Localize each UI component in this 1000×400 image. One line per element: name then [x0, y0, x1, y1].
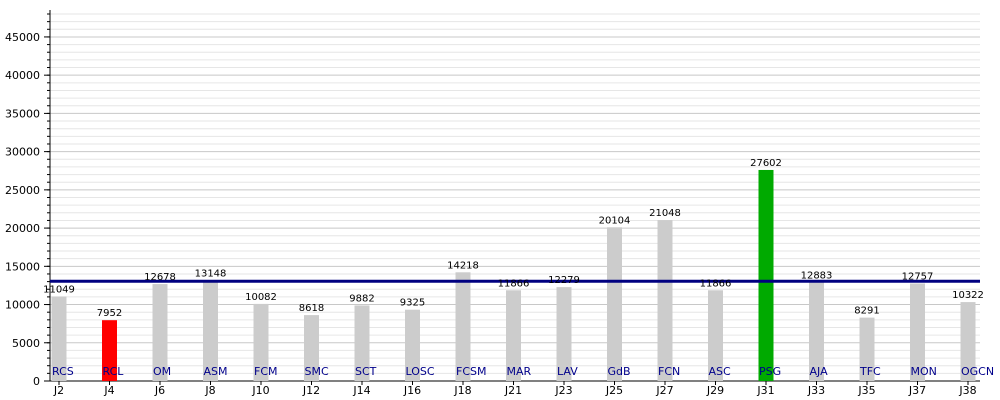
bar-value-label: 12883	[801, 270, 833, 281]
x-tick-label: J35	[857, 384, 875, 397]
x-tick-label: J8	[204, 384, 215, 397]
bar-value-label: 14218	[447, 260, 479, 271]
team-label: TFC	[859, 365, 881, 378]
y-tick-label: 25000	[5, 184, 40, 197]
y-tick-label: 0	[33, 375, 40, 388]
x-tick-label: J14	[352, 384, 370, 397]
x-tick-label: J31	[756, 384, 774, 397]
bar	[102, 320, 117, 381]
y-tick-label: 40000	[5, 69, 40, 82]
team-label: PSG	[759, 365, 781, 378]
bar-value-label: 21048	[649, 208, 681, 219]
bar	[556, 287, 572, 381]
x-tick-label: J25	[605, 384, 623, 397]
x-tick-label: J10	[251, 384, 269, 397]
bar-value-label: 11049	[43, 285, 75, 296]
bar	[960, 302, 976, 381]
bar-value-label: 27602	[750, 158, 782, 169]
bar	[152, 284, 168, 381]
team-label: FCM	[254, 365, 278, 378]
bar	[859, 317, 875, 381]
x-tick-label: J2	[53, 384, 64, 397]
bar	[657, 220, 673, 381]
team-label: ASM	[204, 365, 228, 378]
axes: 0 5000 10000 15000 20000 25000 30000 35000 40000…	[5, 10, 980, 388]
team-label: SCT	[355, 365, 377, 378]
bar-value-label: 11866	[700, 278, 732, 289]
x-tick-label: J16	[403, 384, 421, 397]
bar-value-label: 20104	[599, 215, 631, 226]
bar	[910, 283, 925, 381]
bar	[708, 290, 723, 381]
y-tick-label: 35000	[5, 107, 40, 120]
team-label: SMC	[305, 365, 329, 378]
bar	[304, 315, 319, 381]
bar	[758, 169, 774, 381]
x-tick-label: J37	[908, 384, 926, 397]
team-label: FCN	[658, 365, 680, 378]
team-label: RCS	[52, 365, 74, 378]
bar-value-label: 12757	[902, 271, 934, 282]
bar-value-label: 10082	[245, 292, 277, 303]
y-tick-label: 5000	[12, 337, 40, 350]
team-label: ASC	[709, 365, 732, 378]
team-label: OM	[153, 365, 171, 378]
x-tick-label: J18	[453, 384, 471, 397]
bar-value-label: 12279	[548, 275, 580, 286]
team-label: OGCN	[961, 365, 994, 378]
bar-value-label: 7952	[97, 308, 122, 319]
bar	[455, 272, 471, 381]
bar-value-label: 8618	[299, 303, 324, 314]
x-tick-label: J27	[655, 384, 673, 397]
team-label: MAR	[507, 365, 532, 378]
team-label: LOSC	[406, 365, 435, 378]
bar	[51, 296, 67, 381]
y-tick-label: 15000	[5, 260, 40, 273]
y-tick-label: 45000	[5, 31, 40, 44]
x-tick-label: J6	[154, 384, 165, 397]
bar	[809, 282, 824, 381]
x-tick-label: J4	[103, 384, 114, 397]
bar-value-label: 8291	[854, 306, 879, 317]
bar-value-label: 13148	[195, 268, 227, 279]
bar-value-label: 10322	[952, 290, 984, 301]
bar	[354, 305, 370, 381]
bar-value-label: 11866	[498, 278, 530, 289]
bar	[253, 303, 269, 381]
bar-value-label: 9882	[349, 293, 374, 304]
labels: 11049 RCS J2 7952 RCL J4 12678 OM J6 13148 ASM J8 10…	[43, 158, 994, 397]
x-tick-label: J33	[807, 384, 825, 397]
team-label: FCSM	[456, 365, 486, 378]
x-tick-label: J12	[302, 384, 320, 397]
x-tick-label: J38	[958, 384, 976, 397]
bar	[405, 309, 420, 381]
bars	[51, 169, 976, 381]
team-label: MON	[911, 365, 937, 378]
team-label: LAV	[557, 365, 578, 378]
team-label: AJA	[810, 365, 829, 378]
bar	[203, 280, 218, 381]
x-tick-label: J21	[504, 384, 522, 397]
x-tick-label: J29	[706, 384, 724, 397]
y-tick-label: 10000	[5, 299, 40, 312]
team-label: GdB	[608, 365, 631, 378]
bar-value-label: 12678	[144, 272, 176, 283]
x-tick-label: J23	[554, 384, 572, 397]
y-tick-label: 30000	[5, 146, 40, 159]
bar-value-label: 9325	[400, 298, 425, 309]
bar	[506, 290, 521, 381]
y-tick-label: 20000	[5, 222, 40, 235]
bar	[607, 227, 622, 381]
team-label: RCL	[103, 365, 125, 378]
